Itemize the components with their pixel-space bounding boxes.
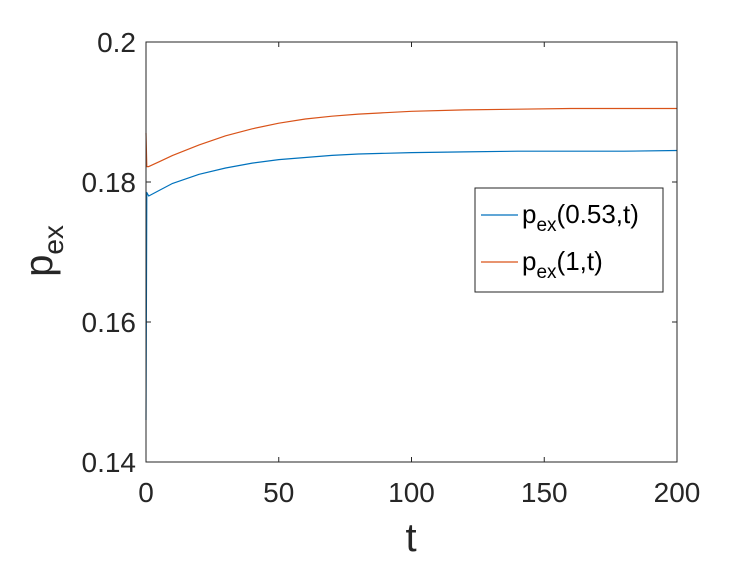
y-tick-label: 0.2 [97,27,136,58]
legend-label-series-2-main: p [522,246,536,276]
legend-label-series-1: pex(0.53,t) [522,199,639,236]
legend-label-series-2-sub: ex [536,262,557,283]
x-tick-label: 200 [654,477,701,508]
legend: pex(0.53,t) pex(1,t) [474,187,664,293]
y-axis-label-sub: ex [38,225,69,255]
series-layer [145,107,678,421]
x-axis-label: t [405,516,416,560]
series-line-2 [145,107,677,168]
y-tick-label: 0.18 [82,167,137,198]
x-tick-label: 50 [263,477,294,508]
x-tick-label: 100 [388,477,435,508]
y-tick-label: 0.14 [82,447,137,478]
legend-label-series-2-tail: (1,t) [557,246,603,276]
ticks-layer: 0 50 100 150 200 0.14 0.16 0.18 0.2 [82,27,701,508]
x-tick-label: 150 [521,477,568,508]
legend-label-series-1-sub: ex [536,215,557,236]
legend-label-series-1-tail: (0.53,t) [557,199,639,229]
legend-box [474,187,664,293]
y-axis-label-main: p [17,255,61,277]
series-line-1 [145,149,678,421]
y-tick-label: 0.16 [82,307,137,338]
legend-label-series-1-main: p [522,199,536,229]
y-axis-label: pex [17,225,69,277]
x-tick-label: 0 [138,477,154,508]
legend-label-series-2: pex(1,t) [522,246,603,283]
